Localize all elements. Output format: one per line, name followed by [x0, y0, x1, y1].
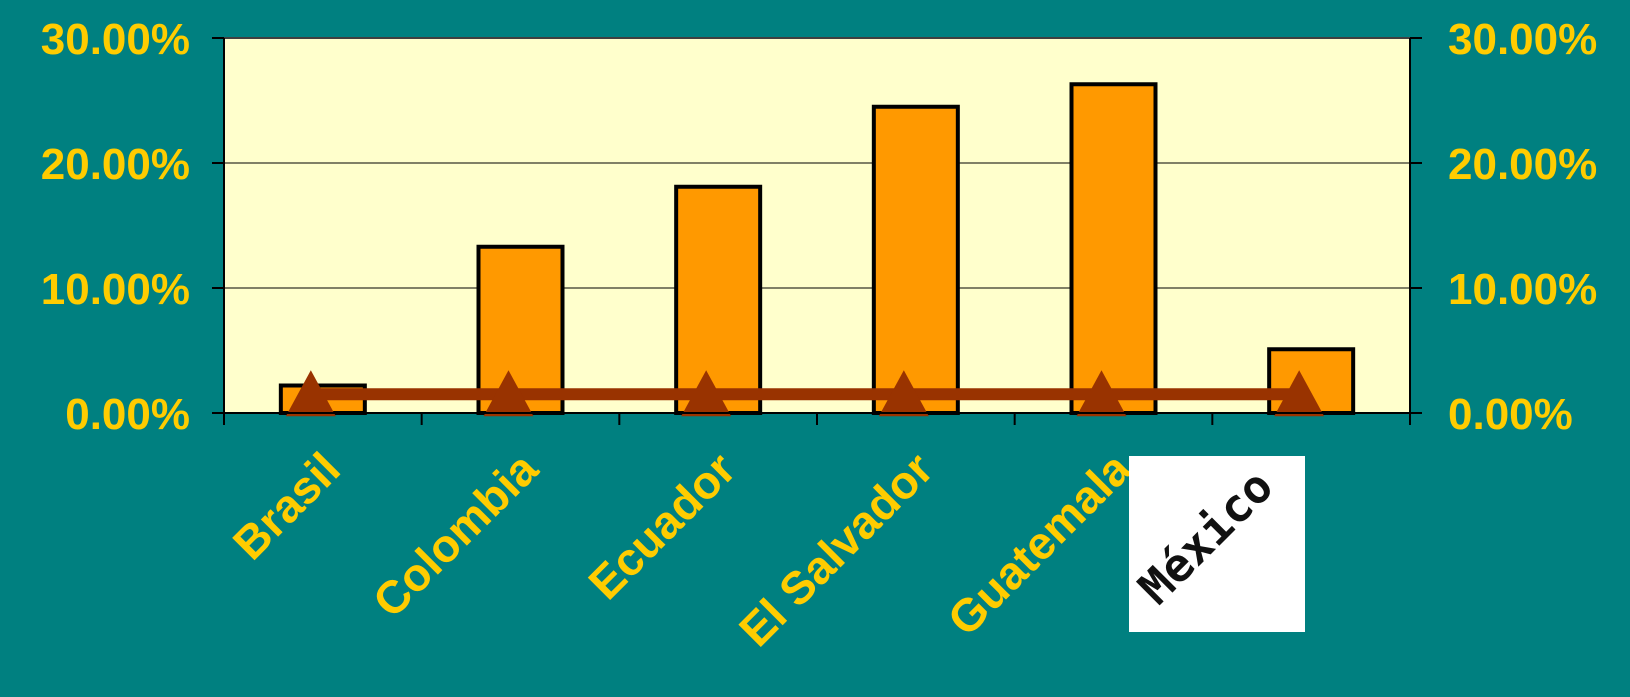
- mexico-label-stamp: México: [1128, 456, 1305, 632]
- y-right-tick-label: 20.00%: [1448, 140, 1597, 189]
- bar: [476, 244, 565, 415]
- bar: [871, 104, 960, 415]
- bars: [278, 82, 1356, 415]
- line-series: [285, 370, 1325, 417]
- line-point: [285, 370, 336, 417]
- axes: [212, 37, 1422, 425]
- x-axis-category-labels: Brasil Colombia Ecuador El Salvador Guat…: [223, 442, 1141, 656]
- y-left-tick-label: 20.00%: [41, 140, 190, 189]
- y-left-tick-label: 10.00%: [41, 265, 190, 314]
- y-right-tick-label: 30.00%: [1448, 15, 1597, 64]
- x-category-label: Ecuador: [578, 442, 745, 609]
- bar: [1069, 82, 1158, 415]
- x-category-label: Colombia: [363, 442, 548, 627]
- y-left-tick-label: 30.00%: [41, 15, 190, 64]
- plot-area: [223, 37, 1411, 414]
- bar: [674, 184, 763, 415]
- x-category-label: Guatemala: [937, 442, 1140, 645]
- line-point: [1076, 370, 1127, 417]
- y-right-tick-label: 0.00%: [1448, 390, 1573, 439]
- y-right-tick-label: 10.00%: [1448, 265, 1597, 314]
- line-point: [1274, 370, 1325, 417]
- grid-lines: [224, 37, 1410, 289]
- x-category-label: Brasil: [223, 442, 350, 569]
- line-point: [878, 370, 929, 417]
- y-axis-right-ticks: 0.00% 10.00% 20.00% 30.00%: [1448, 15, 1597, 439]
- y-axis-left-ticks: 0.00% 10.00% 20.00% 30.00%: [41, 15, 190, 439]
- mexico-stamp-box: [1129, 456, 1305, 632]
- x-category-label: El Salvador: [729, 442, 943, 656]
- y-left-tick-label: 0.00%: [65, 390, 190, 439]
- line-point: [681, 370, 732, 417]
- line-point: [483, 370, 534, 417]
